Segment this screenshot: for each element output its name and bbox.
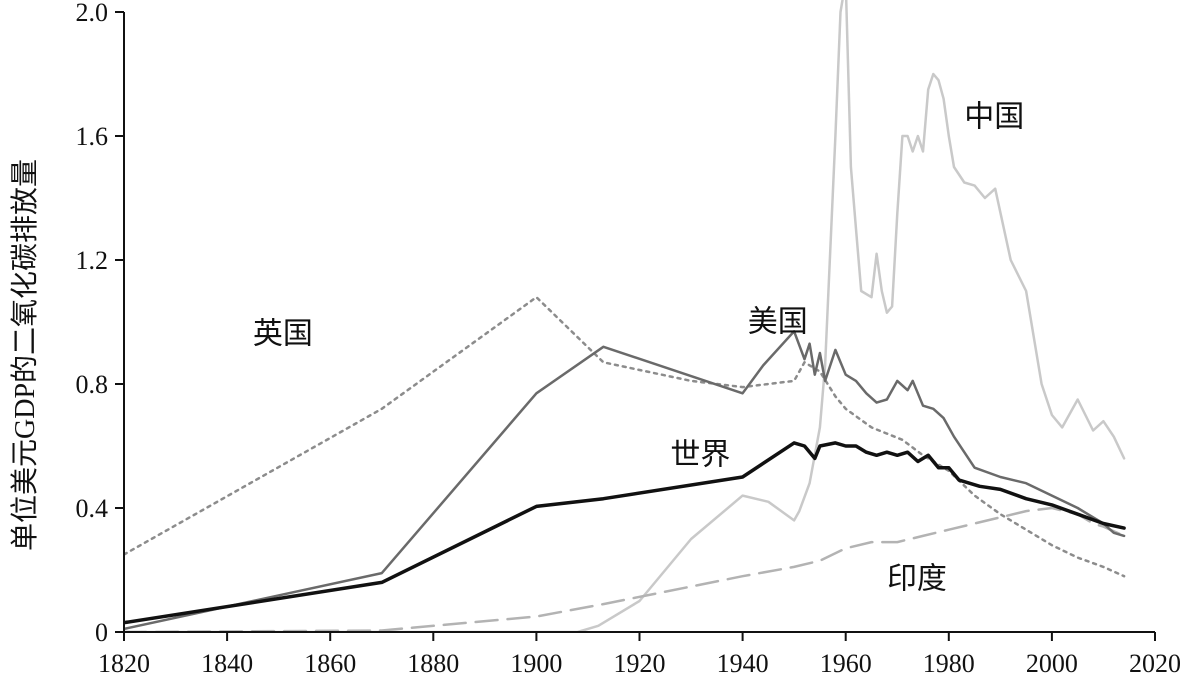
y-tick-label-1-6: 1.6 xyxy=(76,122,109,151)
y-axis-label: 单位美元GDP的二氧化碳排放量 xyxy=(9,159,41,551)
x-tick-label-1940: 1940 xyxy=(717,649,769,678)
y-tick-label-0-8: 0.8 xyxy=(76,370,109,399)
series-layer xyxy=(124,0,1126,632)
series-line-3 xyxy=(124,295,1126,578)
x-tick-label-1860: 1860 xyxy=(304,649,356,678)
x-tick-label-1900: 1900 xyxy=(510,649,562,678)
x-tick-label-2020: 2020 xyxy=(1129,649,1181,678)
y-tick-label-2-0: 2.0 xyxy=(76,0,109,27)
series-label-3: 世界 xyxy=(670,439,730,472)
series-label-2: 美国 xyxy=(748,305,808,338)
x-tick-label-1840: 1840 xyxy=(201,649,253,678)
x-tick-label-1920: 1920 xyxy=(614,649,666,678)
y-tick-label-0-4: 0.4 xyxy=(76,494,109,523)
x-tick-label-1960: 1960 xyxy=(820,649,872,678)
series-line-5 xyxy=(124,441,1126,625)
x-tick-label-1820: 1820 xyxy=(98,649,150,678)
series-label-4: 中国 xyxy=(964,101,1024,134)
ticks-layer: 1820 1840 1860 1880 1900 1920 1940 1960 1980 2000… xyxy=(76,0,1182,678)
y-tick-label-0: 0 xyxy=(95,618,108,647)
series-line-2 xyxy=(124,506,1126,632)
y-tick-label-1-2: 1.2 xyxy=(76,246,109,275)
series-line-4 xyxy=(124,330,1126,631)
x-tick-label-2000: 2000 xyxy=(1026,649,1078,678)
x-tick-label-1980: 1980 xyxy=(923,649,975,678)
series-line-1 xyxy=(124,0,1126,632)
series-label-5: 印度 xyxy=(887,563,947,596)
x-tick-label-1880: 1880 xyxy=(407,649,459,678)
series-label-1: 英国 xyxy=(253,318,313,351)
